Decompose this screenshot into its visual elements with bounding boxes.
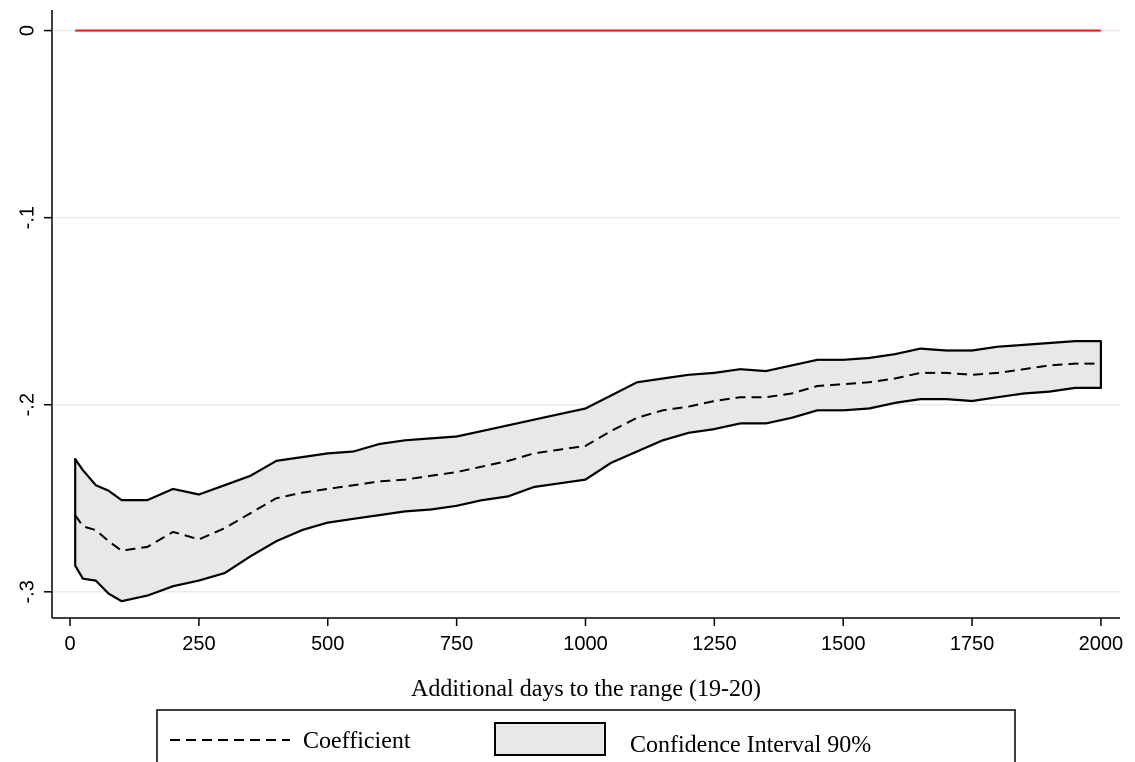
x-tick-label: 0 <box>64 633 75 655</box>
x-tick-label: 1250 <box>692 633 737 655</box>
legend-label: Confidence Interval 90% <box>630 732 871 758</box>
legend-swatch <box>494 722 606 756</box>
legend: Coefficient Confidence Interval 90% <box>156 709 1016 762</box>
x-tick-label: 1750 <box>950 633 995 655</box>
x-tick-label: 2000 <box>1079 633 1124 655</box>
legend-label: Coefficient <box>303 728 411 754</box>
x-axis-label: Additional days to the range (19-20) <box>411 676 761 702</box>
confidence-band <box>74 340 1102 603</box>
y-tick-label: 0 <box>16 25 38 36</box>
y-tick-label: -.2 <box>16 393 38 416</box>
y-tick-label: -.1 <box>16 206 38 229</box>
x-tick-label: 1000 <box>563 633 608 655</box>
x-tick-label: 500 <box>311 633 344 655</box>
x-tick-label: 750 <box>440 633 473 655</box>
coefficient-line <box>74 362 1101 552</box>
plot: 0 -.1 -.2 -.3 0 250 500 750 1000 1250 1500 1750 2000 <box>16 10 1123 655</box>
y-tick-label: -.3 <box>16 580 38 603</box>
x-tick-label: 1500 <box>821 633 866 655</box>
x-tick-label: 250 <box>182 633 215 655</box>
